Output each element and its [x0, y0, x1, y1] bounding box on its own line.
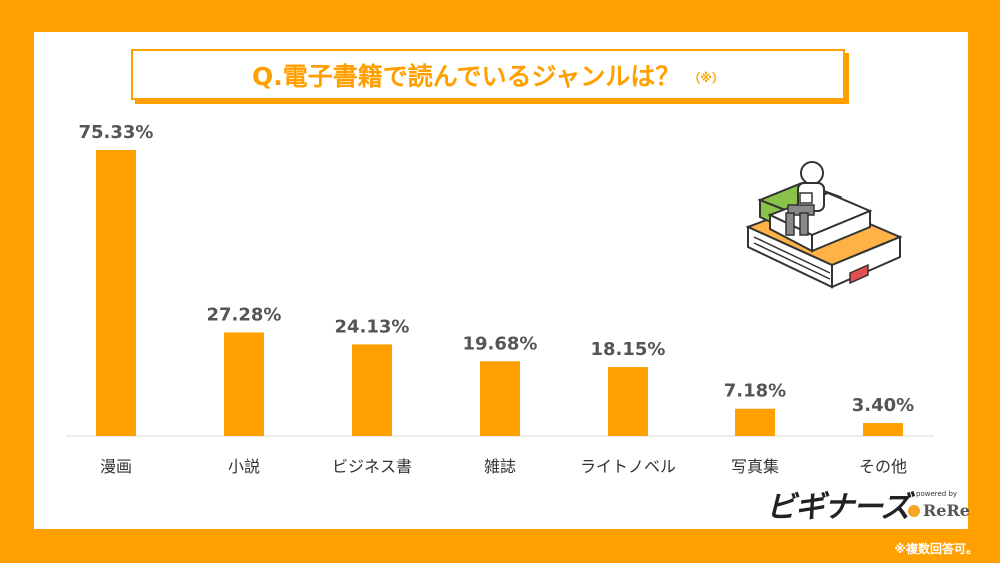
category-label-6: その他 — [859, 457, 907, 476]
bar-1 — [224, 332, 264, 436]
value-label-1: 27.28% — [207, 304, 282, 325]
logo-rere-text: ReRe — [923, 501, 970, 520]
category-label-4: ライトノベル — [580, 457, 676, 476]
bar-5 — [735, 408, 775, 436]
beginners-logo: ビギナーズ powered by ReRe — [766, 482, 970, 526]
category-label-5: 写真集 — [731, 457, 779, 476]
bar-2 — [352, 344, 392, 436]
value-label-2: 24.13% — [335, 316, 410, 337]
bar-0 — [96, 150, 136, 436]
bar-4 — [608, 367, 648, 436]
value-label-0: 75.33% — [79, 122, 154, 143]
chart-panel — [34, 32, 968, 529]
category-label-1: 小説 — [228, 457, 260, 476]
reading-person-illustration — [745, 161, 903, 289]
logo-text: ビギナーズ — [766, 490, 910, 525]
bars-layer: 75.33% 漫画 27.28% 小説 24.13% ビジネス書 19.68% 雑誌 18.15… — [79, 122, 915, 476]
value-label-4: 18.15% — [591, 339, 666, 360]
value-label-5: 7.18% — [724, 381, 786, 402]
bar-3 — [480, 361, 520, 436]
bar-6 — [863, 423, 903, 436]
title-inner: Q.電子書籍で読んでいるジャンルは？ （※） — [131, 49, 845, 100]
value-label-3: 19.68% — [463, 333, 538, 354]
category-label-2: ビジネス書 — [332, 457, 412, 476]
category-label-0: 漫画 — [100, 457, 132, 476]
category-label-3: 雑誌 — [484, 457, 516, 476]
title-box: Q.電子書籍で読んでいるジャンルは？ （※） — [131, 49, 849, 104]
footnote: ※複数回答可。 — [894, 542, 978, 556]
rere-icon — [908, 505, 920, 517]
value-label-6: 3.40% — [852, 395, 914, 416]
chart-title: Q.電子書籍で読んでいるジャンルは？ — [252, 61, 681, 91]
logo-rere: ReRe — [908, 501, 970, 520]
logo-powered-by: powered by — [916, 490, 958, 498]
title-note: （※） — [688, 71, 724, 85]
